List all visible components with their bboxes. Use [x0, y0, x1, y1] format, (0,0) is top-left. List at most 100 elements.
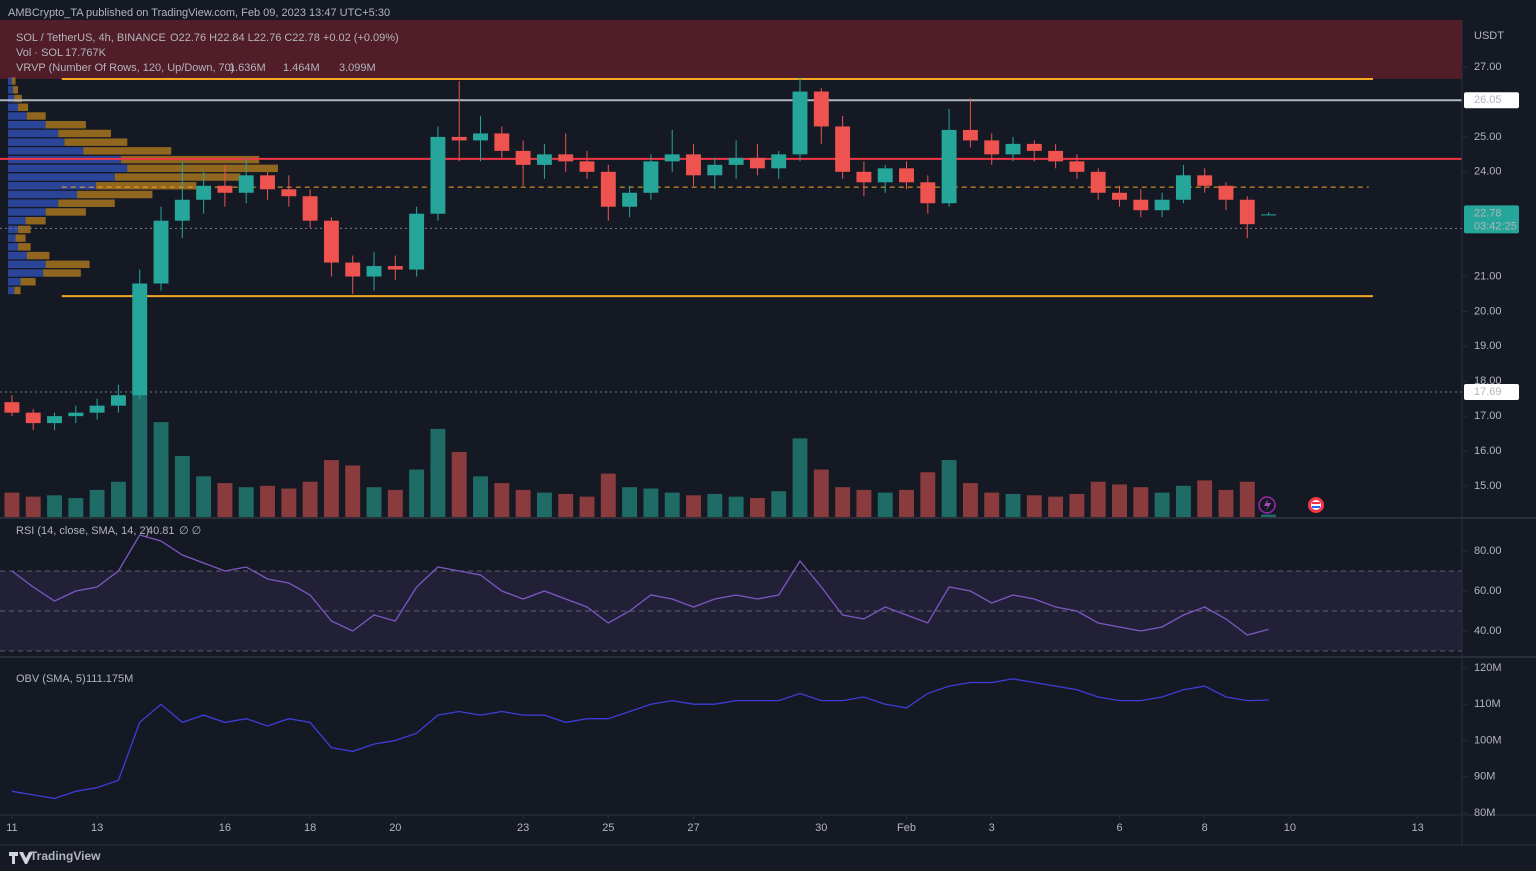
- volume-bar: [984, 492, 1000, 517]
- event-icon[interactable]: [1258, 496, 1276, 514]
- event-icon-bolt: [1264, 499, 1271, 511]
- volume-bar: [196, 476, 212, 517]
- candle-body: [1261, 214, 1277, 216]
- candle-body: [196, 185, 212, 200]
- volume-bar: [664, 492, 680, 517]
- vrvp-up-bar: [8, 269, 44, 277]
- rsi-title: RSI (14, close, SMA, 14, 2): [16, 525, 149, 537]
- y-tick-label: 120M: [1474, 662, 1502, 674]
- vrvp-up-bar: [8, 164, 128, 173]
- vrvp-up-bar: [8, 86, 14, 94]
- candle-body: [387, 266, 403, 270]
- volume-bar: [1069, 493, 1085, 517]
- volume-bar: [962, 483, 978, 517]
- candle-body: [494, 133, 510, 151]
- volume-bar: [1026, 495, 1042, 517]
- volume-bar: [409, 469, 425, 517]
- candle-body: [749, 157, 765, 169]
- candle-body: [174, 199, 190, 221]
- vrvp-down-bar: [13, 86, 19, 94]
- back-layer: [0, 20, 1462, 652]
- price-axis-title: USDT: [1474, 30, 1504, 42]
- vrvp-down-bar: [95, 182, 197, 190]
- candle-body: [771, 154, 787, 169]
- candle-body: [1154, 199, 1170, 211]
- vrvp-up-bar: [8, 251, 27, 260]
- volume-bar: [153, 422, 169, 517]
- volume-bar: [558, 493, 574, 517]
- vrvp-up-bar: [8, 94, 15, 103]
- volume-bar: [813, 469, 829, 517]
- volume-bar: [345, 465, 361, 517]
- x-tick-label: 23: [517, 822, 529, 834]
- vrvp-down: 1.464M: [283, 62, 320, 74]
- vrvp-down-bar: [15, 234, 26, 242]
- y-tick-label: 19.00: [1474, 340, 1502, 352]
- vrvp-down-bar: [18, 225, 31, 234]
- y-tick-label: 80M: [1474, 807, 1495, 819]
- candle-body: [643, 161, 659, 193]
- y-tick-label: 21.00: [1474, 270, 1502, 282]
- candle-body: [281, 189, 297, 197]
- vrvp-down-bar: [14, 286, 21, 295]
- vrvp-up-bar: [8, 182, 96, 190]
- volume-bar: [877, 492, 893, 517]
- vrvp-up-bar: [8, 216, 26, 225]
- last-price-label: 22.78: [1474, 207, 1502, 219]
- candle-body: [47, 416, 62, 424]
- candle-body: [1239, 199, 1255, 225]
- economic-event-icon[interactable]: [1308, 497, 1324, 513]
- symbol: SOL / TetherUS, 4h, BINANCE: [16, 32, 166, 44]
- volume-bar: [643, 488, 659, 517]
- vrvp-up-bar: [8, 173, 115, 181]
- vrvp-down-bar: [58, 199, 115, 207]
- candle-body: [856, 171, 872, 183]
- vrvp-up-bar: [8, 199, 59, 207]
- candle-body: [920, 182, 936, 204]
- candle-body: [25, 412, 41, 424]
- volume-bar: [217, 483, 233, 517]
- volume-bar: [238, 487, 254, 517]
- vrvp-down-bar: [14, 94, 22, 103]
- price-tag-label: 17.69: [1474, 386, 1502, 398]
- y-tick-label: 100M: [1474, 734, 1502, 746]
- volume-bar: [536, 492, 552, 517]
- volume-bar: [132, 395, 148, 517]
- vrvp-up-bar: [8, 147, 84, 155]
- candle-body: [579, 161, 595, 172]
- vrvp-down-bar: [45, 120, 86, 129]
- vrvp-up-bar: [8, 120, 46, 129]
- vrvp-up-bar: [8, 225, 19, 234]
- candle-body: [1175, 175, 1191, 200]
- candle-body: [345, 262, 361, 277]
- y-tick-label: 27.00: [1474, 61, 1502, 73]
- candle-body: [1005, 143, 1021, 155]
- volume-bar: [323, 460, 339, 517]
- volume-bar: [1133, 487, 1149, 517]
- volume-bar: [1261, 514, 1277, 517]
- obv-value: 111.175M: [86, 673, 133, 685]
- volume-bar: [728, 496, 744, 517]
- candle-body: [473, 133, 488, 141]
- volume-bar: [941, 460, 957, 517]
- published-line: AMBCrypto_TA published on TradingView.co…: [8, 7, 390, 19]
- rsi-value: 40.81: [147, 525, 175, 537]
- flag-icon-stripe: [1312, 506, 1320, 508]
- candle-body: [1112, 192, 1127, 200]
- footer-brand: TradingView: [30, 849, 101, 863]
- vrvp-down-bar: [114, 173, 241, 181]
- vrvp-down-bar: [58, 129, 111, 138]
- vrvp-up-bar: [8, 112, 27, 120]
- candle-body: [835, 126, 851, 172]
- indicator-line: [11, 678, 1269, 800]
- volume-bar: [856, 489, 872, 517]
- volume-bar: [174, 456, 190, 517]
- volume-value: 17.767K: [65, 47, 107, 59]
- candle-body: [366, 266, 382, 277]
- vrvp-legend: VRVP (Number Of Rows, 120, Up/Down, 70): [16, 62, 234, 74]
- vrvp-down-bar: [45, 260, 90, 269]
- candle-body: [728, 157, 744, 165]
